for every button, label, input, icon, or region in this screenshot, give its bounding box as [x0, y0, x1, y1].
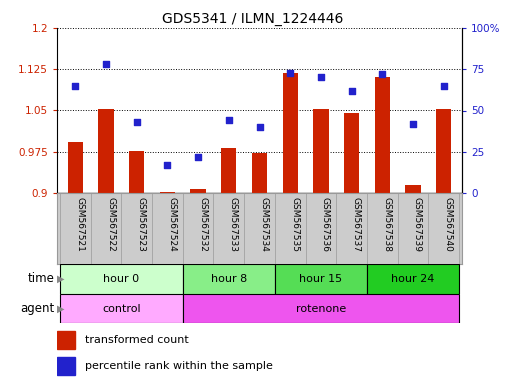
- Bar: [221, 148, 236, 193]
- Text: time: time: [28, 273, 55, 285]
- Bar: [160, 192, 175, 193]
- Bar: [251, 153, 267, 193]
- Bar: [182, 294, 458, 323]
- Point: [377, 71, 385, 77]
- Bar: [68, 142, 83, 193]
- Text: hour 15: hour 15: [299, 274, 342, 284]
- Point: [132, 119, 140, 125]
- Bar: [60, 264, 182, 294]
- Point: [347, 88, 355, 94]
- Bar: [129, 151, 144, 193]
- Point: [71, 83, 79, 89]
- Text: GSM567534: GSM567534: [259, 197, 268, 252]
- Text: GSM567537: GSM567537: [351, 197, 360, 252]
- Text: GSM567522: GSM567522: [106, 197, 115, 251]
- Text: GSM567536: GSM567536: [320, 197, 329, 252]
- Bar: [374, 78, 389, 193]
- Text: GSM567540: GSM567540: [443, 197, 451, 252]
- Text: percentile rank within the sample: percentile rank within the sample: [85, 361, 273, 371]
- Point: [316, 74, 324, 81]
- Text: GSM567532: GSM567532: [198, 197, 207, 252]
- Bar: [57, 331, 75, 349]
- Text: GSM567535: GSM567535: [289, 197, 298, 252]
- Point: [255, 124, 263, 130]
- Point: [408, 121, 416, 127]
- Bar: [98, 109, 114, 193]
- Text: rotenone: rotenone: [295, 303, 345, 313]
- Text: transformed count: transformed count: [85, 335, 189, 345]
- Bar: [435, 109, 450, 193]
- Text: hour 8: hour 8: [210, 274, 246, 284]
- Text: GDS5341 / ILMN_1224446: GDS5341 / ILMN_1224446: [162, 12, 343, 26]
- Text: ▶: ▶: [57, 303, 64, 313]
- Bar: [190, 189, 206, 193]
- Text: ▶: ▶: [57, 274, 64, 284]
- Bar: [60, 294, 182, 323]
- Point: [163, 162, 171, 168]
- Text: GSM567524: GSM567524: [167, 197, 176, 251]
- Bar: [274, 264, 366, 294]
- Text: GSM567521: GSM567521: [75, 197, 84, 252]
- Bar: [313, 109, 328, 193]
- Bar: [182, 264, 274, 294]
- Bar: [57, 357, 75, 376]
- Bar: [282, 73, 297, 193]
- Bar: [405, 185, 420, 193]
- Text: GSM567538: GSM567538: [381, 197, 390, 252]
- Point: [224, 118, 232, 124]
- Text: control: control: [102, 303, 140, 313]
- Bar: [343, 113, 359, 193]
- Point: [285, 70, 293, 76]
- Text: GSM567523: GSM567523: [136, 197, 145, 252]
- Point: [102, 61, 110, 67]
- Point: [194, 154, 202, 160]
- Text: GSM567539: GSM567539: [412, 197, 421, 252]
- Text: hour 0: hour 0: [103, 274, 139, 284]
- Text: agent: agent: [20, 302, 55, 315]
- Point: [439, 83, 447, 89]
- Bar: [366, 264, 458, 294]
- Text: hour 24: hour 24: [390, 274, 434, 284]
- Text: GSM567533: GSM567533: [228, 197, 237, 252]
